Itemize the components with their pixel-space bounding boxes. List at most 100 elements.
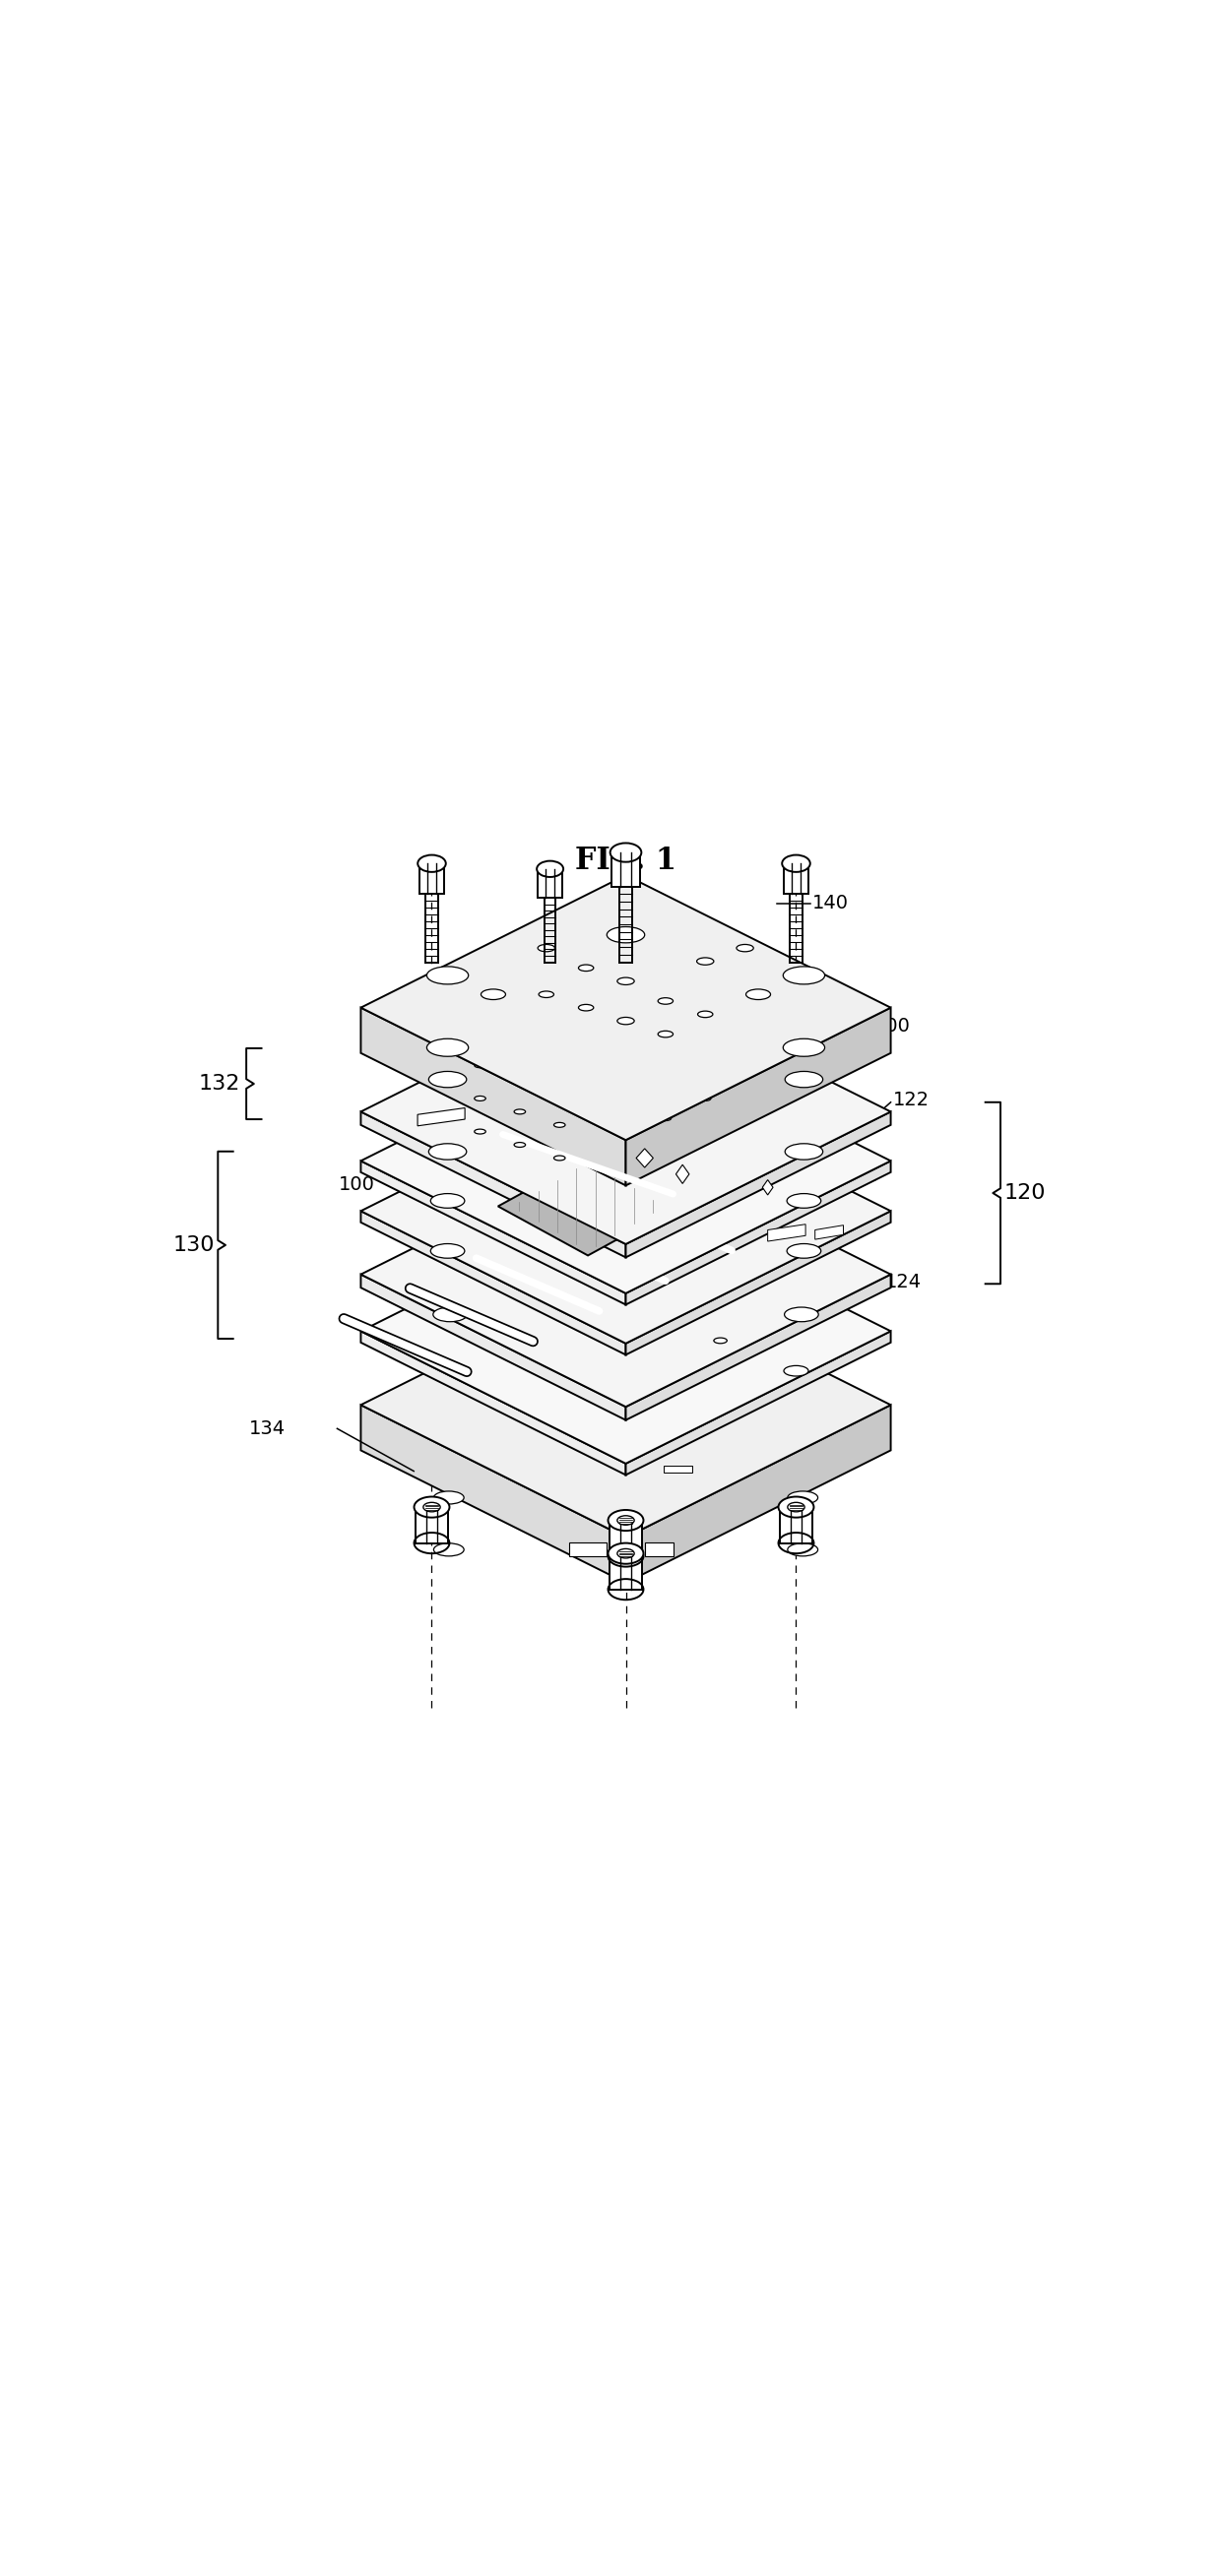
Ellipse shape [781,855,811,873]
Ellipse shape [618,1515,634,1525]
Polygon shape [418,1108,465,1126]
Ellipse shape [554,1157,565,1159]
Ellipse shape [567,1177,579,1182]
Ellipse shape [527,1131,538,1136]
Ellipse shape [784,1365,808,1376]
Ellipse shape [514,1110,525,1113]
Ellipse shape [608,1510,643,1530]
Text: 122: 122 [893,1092,929,1110]
Ellipse shape [431,1244,465,1257]
Ellipse shape [786,1172,821,1185]
Ellipse shape [786,1121,821,1136]
Polygon shape [612,853,640,886]
Ellipse shape [783,966,824,984]
Ellipse shape [433,1543,464,1556]
Ellipse shape [618,1548,634,1558]
Polygon shape [780,1507,812,1543]
Ellipse shape [427,1038,469,1056]
Ellipse shape [427,966,469,984]
Polygon shape [361,1141,891,1406]
Ellipse shape [481,989,505,999]
Ellipse shape [746,989,770,999]
Text: 120: 120 [1004,1182,1046,1203]
Ellipse shape [514,1159,525,1164]
Polygon shape [636,1149,653,1167]
Polygon shape [361,1007,625,1185]
Polygon shape [419,863,444,894]
Polygon shape [625,1275,891,1419]
Ellipse shape [607,927,645,943]
Polygon shape [784,863,808,894]
Polygon shape [361,1332,625,1476]
Ellipse shape [514,1141,525,1146]
Ellipse shape [537,945,554,951]
Ellipse shape [620,1103,631,1108]
Polygon shape [768,1224,806,1242]
Text: 124: 124 [885,1273,922,1291]
Ellipse shape [714,1337,726,1345]
Ellipse shape [788,1492,818,1504]
Polygon shape [762,1180,773,1195]
Ellipse shape [414,1497,449,1517]
Ellipse shape [492,1208,505,1213]
Text: 110: 110 [844,1167,880,1185]
Polygon shape [361,1404,625,1582]
Ellipse shape [554,1123,565,1128]
Polygon shape [645,1543,673,1556]
Polygon shape [664,1466,692,1473]
Polygon shape [361,1198,891,1463]
Ellipse shape [786,1244,821,1257]
Ellipse shape [429,1144,466,1159]
Polygon shape [361,1113,625,1257]
Ellipse shape [474,1128,486,1133]
Ellipse shape [474,1064,486,1069]
Ellipse shape [593,1103,604,1108]
Ellipse shape [785,1072,823,1087]
Ellipse shape [514,1077,525,1082]
Ellipse shape [610,842,641,863]
Ellipse shape [537,860,563,876]
Polygon shape [676,1164,689,1182]
Polygon shape [625,1211,891,1355]
Ellipse shape [554,1090,565,1095]
Polygon shape [538,868,562,899]
Ellipse shape [697,1010,713,1018]
Ellipse shape [474,1095,486,1100]
Ellipse shape [571,1195,585,1200]
Polygon shape [361,1028,891,1293]
Polygon shape [816,1226,844,1239]
Ellipse shape [619,1234,632,1239]
Ellipse shape [697,958,714,966]
Ellipse shape [418,855,446,873]
Polygon shape [625,1162,891,1303]
Ellipse shape [580,1146,592,1149]
Ellipse shape [784,1306,818,1321]
Polygon shape [361,1273,891,1538]
Ellipse shape [658,1030,673,1038]
Ellipse shape [433,1492,464,1504]
Polygon shape [625,1332,891,1476]
Ellipse shape [431,1193,465,1208]
Ellipse shape [538,992,554,997]
Text: 114: 114 [806,1177,839,1195]
Text: 132: 132 [199,1074,241,1095]
Ellipse shape [779,1497,813,1517]
Polygon shape [415,1507,448,1543]
Ellipse shape [608,1543,643,1564]
Ellipse shape [736,945,753,951]
Ellipse shape [658,997,673,1005]
Text: FIG. 1: FIG. 1 [575,845,676,876]
Ellipse shape [686,1172,697,1177]
Ellipse shape [429,1072,466,1087]
Ellipse shape [620,1069,631,1074]
Ellipse shape [788,1543,818,1556]
Text: 100: 100 [338,1175,375,1193]
Polygon shape [625,1113,891,1257]
Polygon shape [361,979,891,1244]
Polygon shape [609,1553,642,1589]
Ellipse shape [785,1144,823,1159]
Ellipse shape [786,1193,821,1208]
Polygon shape [361,1211,625,1355]
Polygon shape [361,876,891,1141]
Text: 112: 112 [806,1157,839,1175]
